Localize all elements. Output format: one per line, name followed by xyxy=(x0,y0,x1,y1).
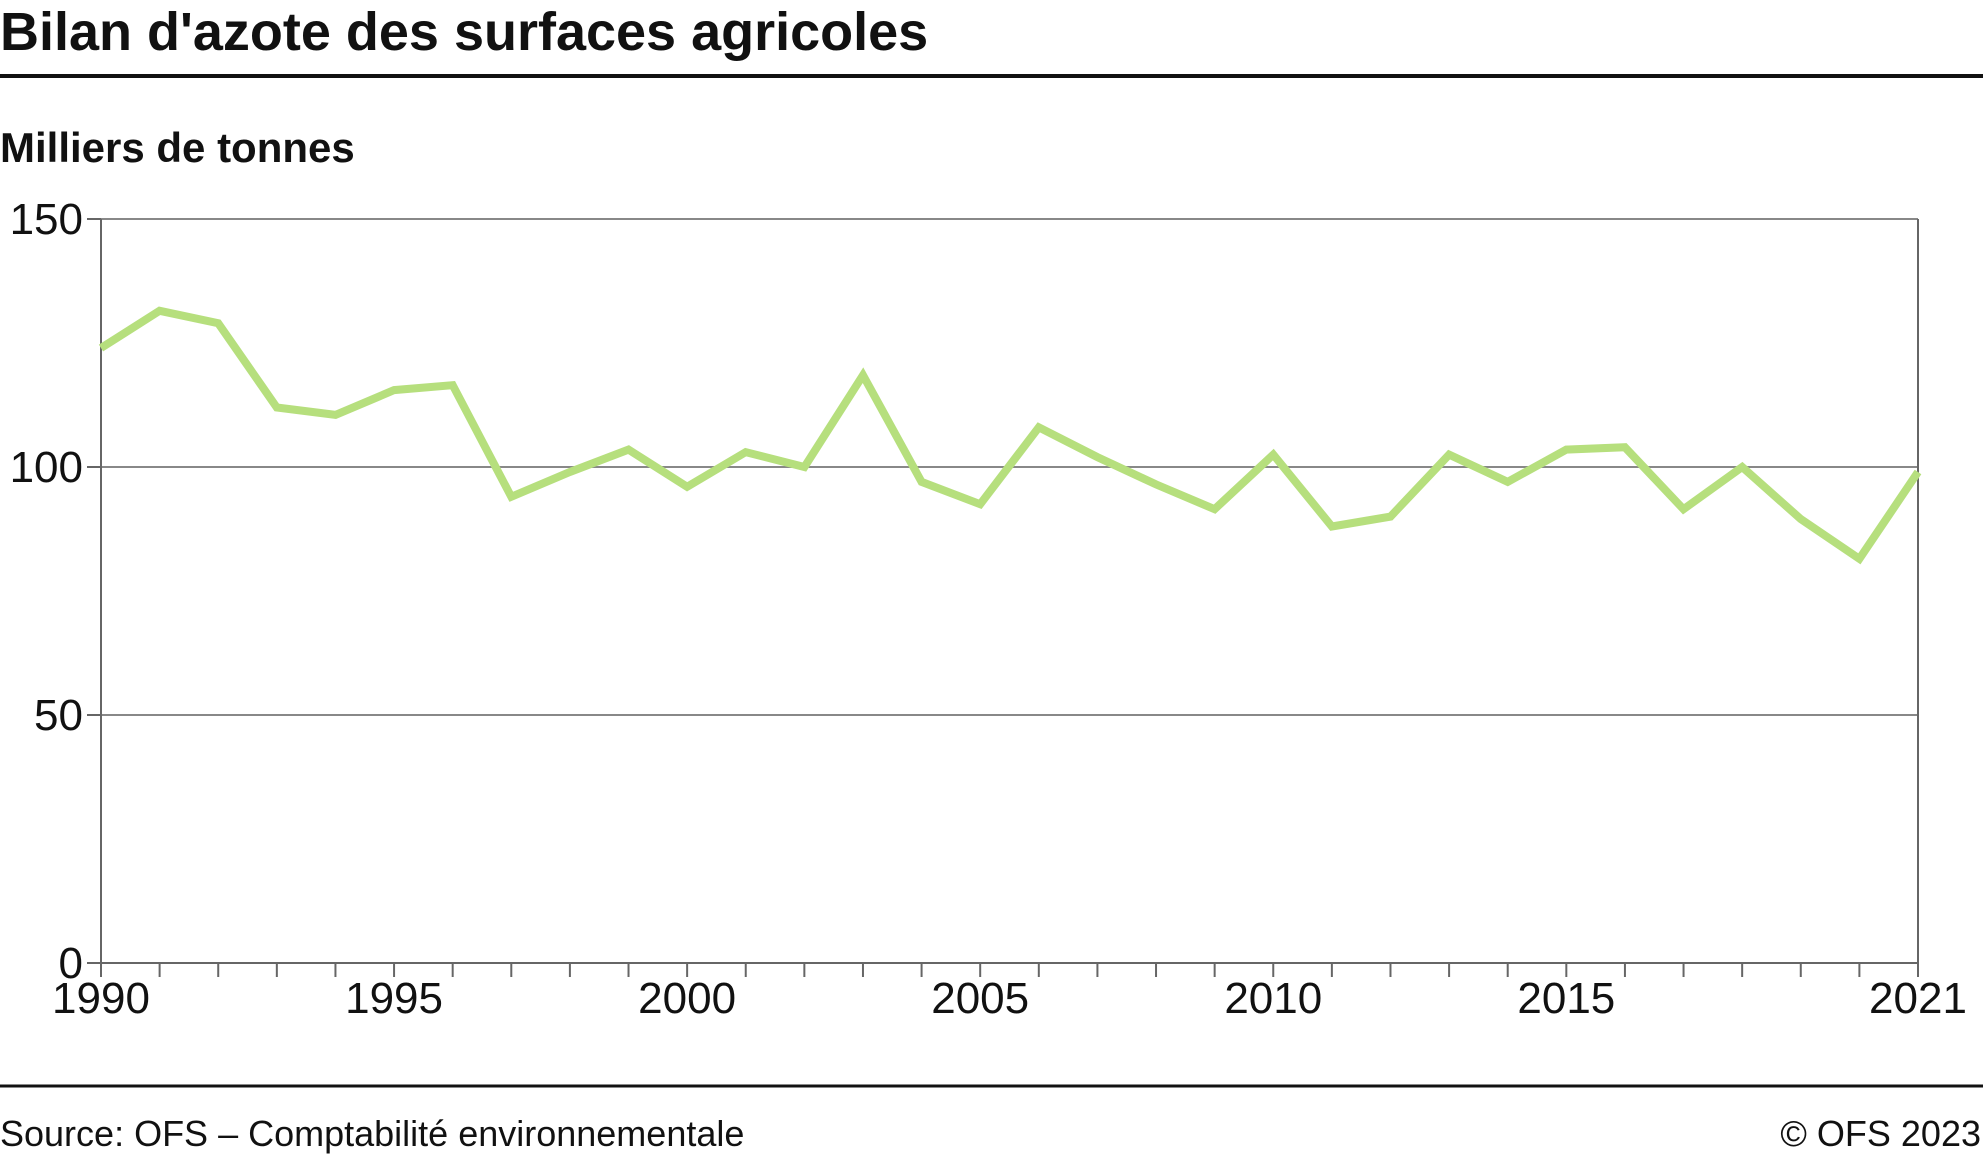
y-tick-label-150: 150 xyxy=(10,195,83,244)
plot-area: 0 50 100 150 1990 1995 2000 2005 2010 2015 2021 xyxy=(10,195,1967,1023)
x-tick-label-2015: 2015 xyxy=(1517,974,1615,1023)
y-axis-unit-label: Milliers de tonnes xyxy=(0,124,355,171)
series-line-0 xyxy=(98,306,1922,565)
x-tick-label-1995: 1995 xyxy=(345,974,443,1023)
y-tick-label-50: 50 xyxy=(34,691,83,740)
y-tick-label-0: 0 xyxy=(59,939,83,988)
x-tick-label-2005: 2005 xyxy=(931,974,1029,1023)
x-tick-label-2010: 2010 xyxy=(1224,974,1322,1023)
chart-title: Bilan d'azote des surfaces agricoles xyxy=(0,2,928,62)
x-tick-label-2021: 2021 xyxy=(1869,974,1967,1023)
x-tick-label-2000: 2000 xyxy=(638,974,736,1023)
x-tick-label-1990: 1990 xyxy=(52,974,150,1023)
y-tick-label-100: 100 xyxy=(10,443,83,492)
copyright-note: © OFS 2023 xyxy=(1780,1113,1981,1154)
source-note: Source: OFS – Comptabilité environnement… xyxy=(0,1113,744,1154)
